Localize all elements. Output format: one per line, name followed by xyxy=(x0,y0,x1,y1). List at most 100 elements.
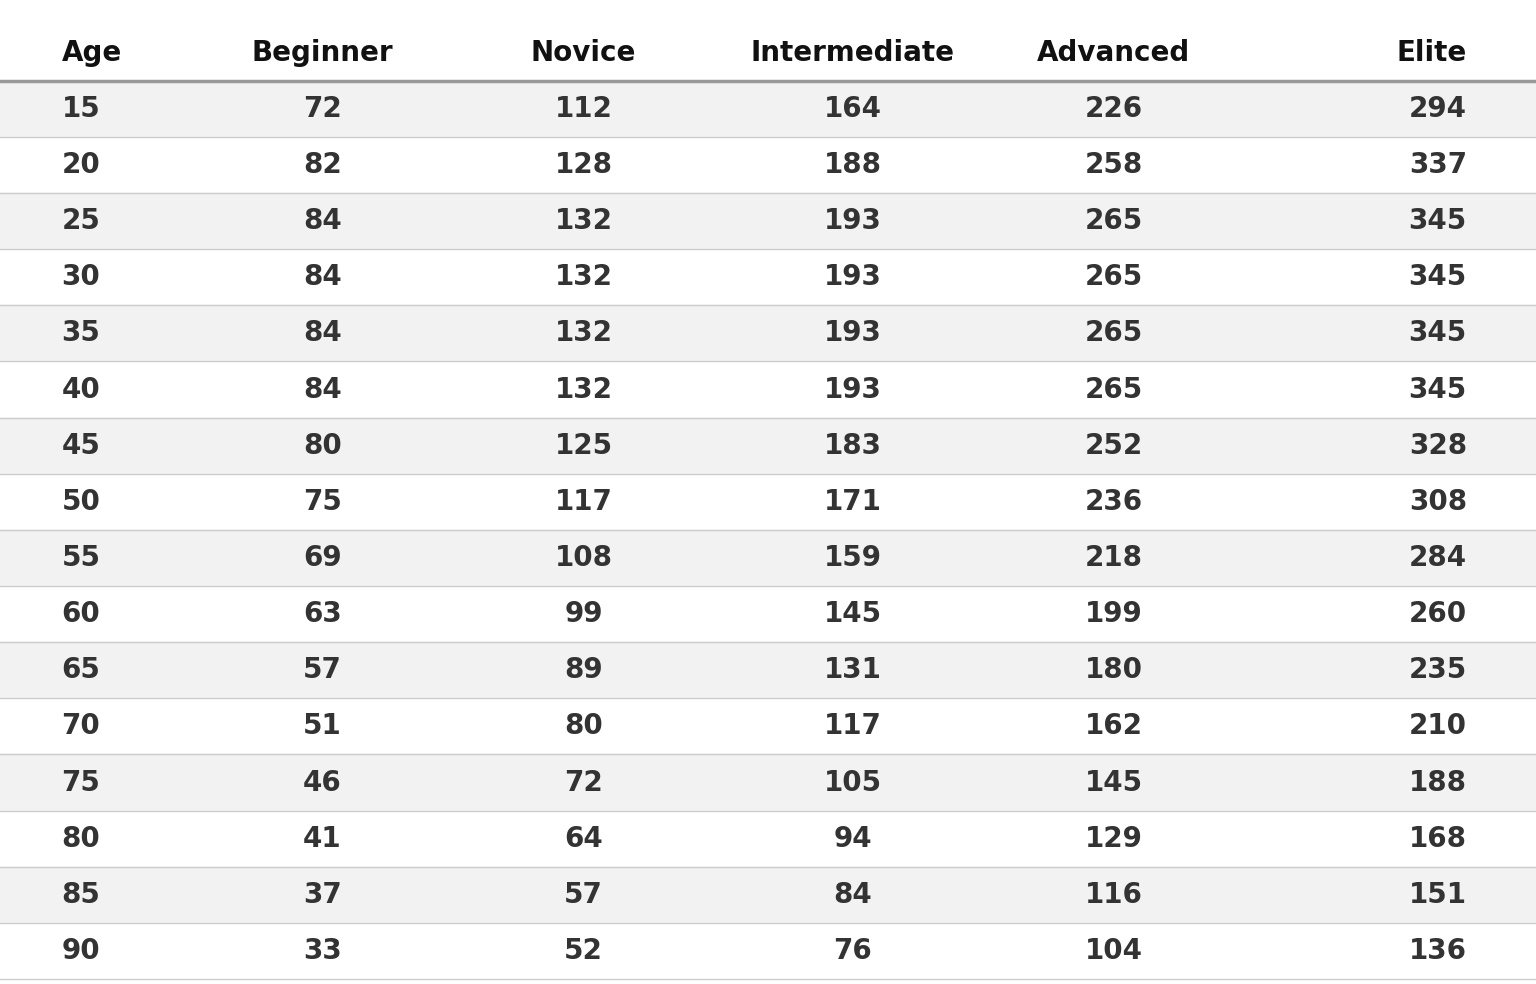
Text: 345: 345 xyxy=(1409,320,1467,347)
Text: 60: 60 xyxy=(61,600,100,628)
Text: 193: 193 xyxy=(823,264,882,291)
Text: 162: 162 xyxy=(1084,712,1143,740)
Text: 15: 15 xyxy=(61,94,100,123)
Text: 265: 265 xyxy=(1084,264,1143,291)
Text: 136: 136 xyxy=(1409,937,1467,965)
Text: 308: 308 xyxy=(1409,488,1467,516)
Text: 193: 193 xyxy=(823,207,882,235)
Text: 294: 294 xyxy=(1409,94,1467,123)
Text: Age: Age xyxy=(61,38,121,67)
Text: 258: 258 xyxy=(1084,151,1143,179)
Text: 45: 45 xyxy=(61,432,100,460)
Text: 188: 188 xyxy=(823,151,882,179)
Bar xyxy=(0,249,1536,305)
Text: 132: 132 xyxy=(554,264,613,291)
Text: 76: 76 xyxy=(833,937,872,965)
Text: 129: 129 xyxy=(1084,825,1143,853)
Text: 236: 236 xyxy=(1084,488,1143,516)
Text: 193: 193 xyxy=(823,376,882,403)
Text: 40: 40 xyxy=(61,376,100,403)
Text: 80: 80 xyxy=(303,432,343,460)
Bar xyxy=(0,305,1536,361)
Text: 70: 70 xyxy=(61,712,100,740)
Text: 188: 188 xyxy=(1409,769,1467,797)
Text: 168: 168 xyxy=(1409,825,1467,853)
Bar xyxy=(0,137,1536,193)
Text: 159: 159 xyxy=(823,544,882,572)
Text: 265: 265 xyxy=(1084,376,1143,403)
Text: 82: 82 xyxy=(303,151,343,179)
Text: 131: 131 xyxy=(823,656,882,684)
Text: 226: 226 xyxy=(1084,94,1143,123)
Bar xyxy=(0,25,1536,81)
Bar xyxy=(0,81,1536,137)
Text: 180: 180 xyxy=(1084,656,1143,684)
Text: 37: 37 xyxy=(303,881,343,909)
Text: 57: 57 xyxy=(303,656,343,684)
Text: Advanced: Advanced xyxy=(1037,38,1190,67)
Text: 25: 25 xyxy=(61,207,100,235)
Text: 94: 94 xyxy=(833,825,872,853)
Text: 46: 46 xyxy=(303,769,343,797)
Text: 265: 265 xyxy=(1084,207,1143,235)
Text: 75: 75 xyxy=(303,488,343,516)
Bar xyxy=(0,643,1536,699)
Text: 63: 63 xyxy=(303,600,343,628)
Text: 104: 104 xyxy=(1084,937,1143,965)
Text: 337: 337 xyxy=(1409,151,1467,179)
Bar xyxy=(0,699,1536,755)
Text: 210: 210 xyxy=(1409,712,1467,740)
Text: 105: 105 xyxy=(823,769,882,797)
Bar xyxy=(0,361,1536,417)
Text: 345: 345 xyxy=(1409,207,1467,235)
Bar xyxy=(0,473,1536,530)
Bar xyxy=(0,923,1536,979)
Text: 132: 132 xyxy=(554,320,613,347)
Text: 145: 145 xyxy=(823,600,882,628)
Text: 164: 164 xyxy=(823,94,882,123)
Text: 171: 171 xyxy=(823,488,882,516)
Text: Novice: Novice xyxy=(531,38,636,67)
Text: 235: 235 xyxy=(1409,656,1467,684)
Text: 35: 35 xyxy=(61,320,100,347)
Text: Beginner: Beginner xyxy=(252,38,393,67)
Text: 284: 284 xyxy=(1409,544,1467,572)
Text: 151: 151 xyxy=(1409,881,1467,909)
Text: 84: 84 xyxy=(303,320,343,347)
Text: 85: 85 xyxy=(61,881,100,909)
Text: 72: 72 xyxy=(303,94,343,123)
Bar xyxy=(0,417,1536,473)
Bar xyxy=(0,755,1536,811)
Text: 69: 69 xyxy=(303,544,343,572)
Text: 132: 132 xyxy=(554,207,613,235)
Text: 55: 55 xyxy=(61,544,100,572)
Text: 72: 72 xyxy=(564,769,604,797)
Text: 108: 108 xyxy=(554,544,613,572)
Text: 80: 80 xyxy=(61,825,100,853)
Text: 345: 345 xyxy=(1409,264,1467,291)
Text: 199: 199 xyxy=(1084,600,1143,628)
Text: 64: 64 xyxy=(564,825,604,853)
Text: 125: 125 xyxy=(554,432,613,460)
Text: 51: 51 xyxy=(303,712,343,740)
Bar xyxy=(0,193,1536,249)
Text: 84: 84 xyxy=(833,881,872,909)
Text: 128: 128 xyxy=(554,151,613,179)
Text: 41: 41 xyxy=(303,825,343,853)
Text: 89: 89 xyxy=(564,656,604,684)
Text: 65: 65 xyxy=(61,656,100,684)
Text: 57: 57 xyxy=(564,881,604,909)
Bar xyxy=(0,811,1536,867)
Text: 80: 80 xyxy=(564,712,604,740)
Text: 75: 75 xyxy=(61,769,100,797)
Text: 193: 193 xyxy=(823,320,882,347)
Text: Intermediate: Intermediate xyxy=(751,38,954,67)
Text: 84: 84 xyxy=(303,264,343,291)
Text: 84: 84 xyxy=(303,376,343,403)
Text: 50: 50 xyxy=(61,488,100,516)
Text: 90: 90 xyxy=(61,937,100,965)
Text: 183: 183 xyxy=(823,432,882,460)
Text: 33: 33 xyxy=(303,937,343,965)
Text: 30: 30 xyxy=(61,264,100,291)
Text: 252: 252 xyxy=(1084,432,1143,460)
